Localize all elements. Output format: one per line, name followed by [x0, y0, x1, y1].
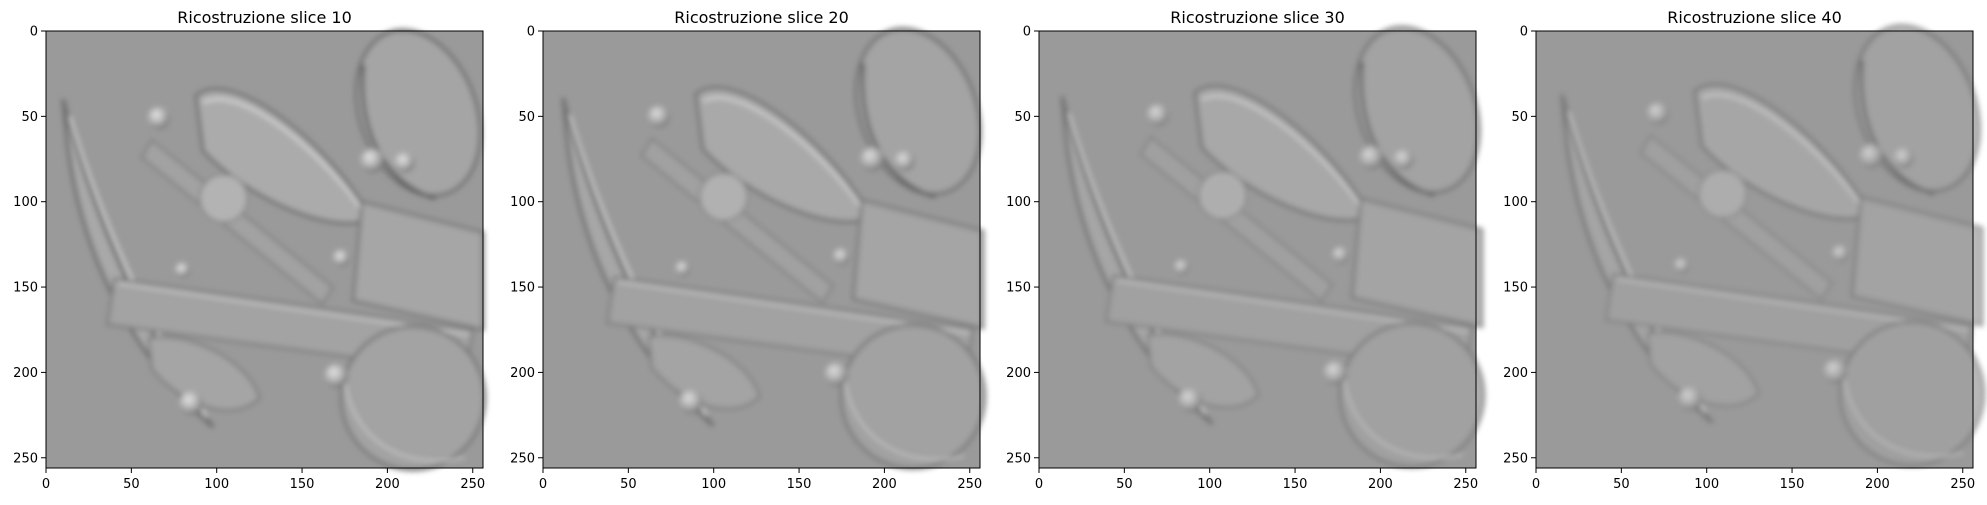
y-tick-label: 200	[1006, 366, 1031, 381]
y-tick-label: 100	[1006, 195, 1031, 210]
x-tick-label: 200	[375, 477, 400, 492]
y-tick-label: 50	[518, 110, 535, 125]
y-tick-label: 200	[510, 366, 535, 381]
y-tick-label: 0	[1023, 25, 1031, 40]
x-tick-label: 100	[1694, 477, 1719, 492]
y-tick-label: 50	[21, 110, 38, 125]
y-tick-label: 50	[1014, 110, 1031, 125]
slice-panel: Ricostruzione slice 30 0 50 100 150 200 250 0 50…	[1006, 8, 1503, 492]
x-tick-label: 50	[620, 477, 637, 492]
y-tick-label: 100	[1503, 195, 1528, 210]
x-tick-label: 150	[1780, 477, 1805, 492]
y-tick-label: 0	[1520, 25, 1528, 40]
x-tick-label: 0	[539, 477, 547, 492]
y-tick-label: 100	[13, 195, 38, 210]
x-tick-label: 100	[204, 477, 229, 492]
x-tick-label: 150	[787, 477, 812, 492]
y-tick-label: 0	[30, 25, 38, 40]
x-tick-label: 100	[1197, 477, 1222, 492]
x-tick-label: 50	[123, 477, 140, 492]
x-tick-label: 200	[1865, 477, 1890, 492]
x-tick-label: 250	[1950, 477, 1975, 492]
y-tick-label: 200	[13, 366, 38, 381]
y-tick-label: 250	[1503, 451, 1528, 466]
x-tick-label: 150	[290, 477, 315, 492]
y-tick-label: 100	[510, 195, 535, 210]
x-tick-label: 250	[957, 477, 982, 492]
y-tick-label: 150	[510, 281, 535, 296]
reconstruction-image	[46, 11, 504, 472]
slice-panel: Ricostruzione slice 20 0 50 100 150 200 250 0 50…	[510, 8, 1004, 492]
x-tick-label: 0	[1035, 477, 1043, 492]
reconstruction-image	[1039, 8, 1503, 469]
x-tick-label: 150	[1283, 477, 1308, 492]
x-tick-label: 0	[42, 477, 50, 492]
y-tick-label: 150	[1503, 281, 1528, 296]
x-tick-label: 100	[701, 477, 726, 492]
y-tick-label: 250	[1006, 451, 1031, 466]
y-tick-label: 250	[510, 451, 535, 466]
y-tick-label: 0	[527, 25, 535, 40]
slice-panel: Ricostruzione slice 10 0 50 100 150 200 250 0 50…	[13, 8, 504, 492]
x-tick-label: 50	[1613, 477, 1630, 492]
reconstruction-image	[543, 9, 1004, 471]
panel-title: Ricostruzione slice 10	[177, 8, 352, 27]
y-tick-label: 50	[1511, 110, 1528, 125]
x-tick-label: 200	[872, 477, 897, 492]
y-tick-label: 150	[1006, 281, 1031, 296]
x-tick-label: 200	[1368, 477, 1393, 492]
slice-panel: Ricostruzione slice 40 0 50 100 150 200 250 0 50…	[1503, 6, 1987, 492]
y-tick-label: 200	[1503, 366, 1528, 381]
panel-title: Ricostruzione slice 20	[674, 8, 849, 27]
x-tick-label: 250	[460, 477, 485, 492]
x-tick-label: 50	[1116, 477, 1133, 492]
y-tick-label: 250	[13, 451, 38, 466]
x-tick-label: 250	[1453, 477, 1478, 492]
y-tick-label: 150	[13, 281, 38, 296]
panel-title: Ricostruzione slice 30	[1170, 8, 1345, 27]
panel-title: Ricostruzione slice 40	[1667, 8, 1842, 27]
x-tick-label: 0	[1532, 477, 1540, 492]
reconstruction-image	[1536, 6, 1987, 468]
